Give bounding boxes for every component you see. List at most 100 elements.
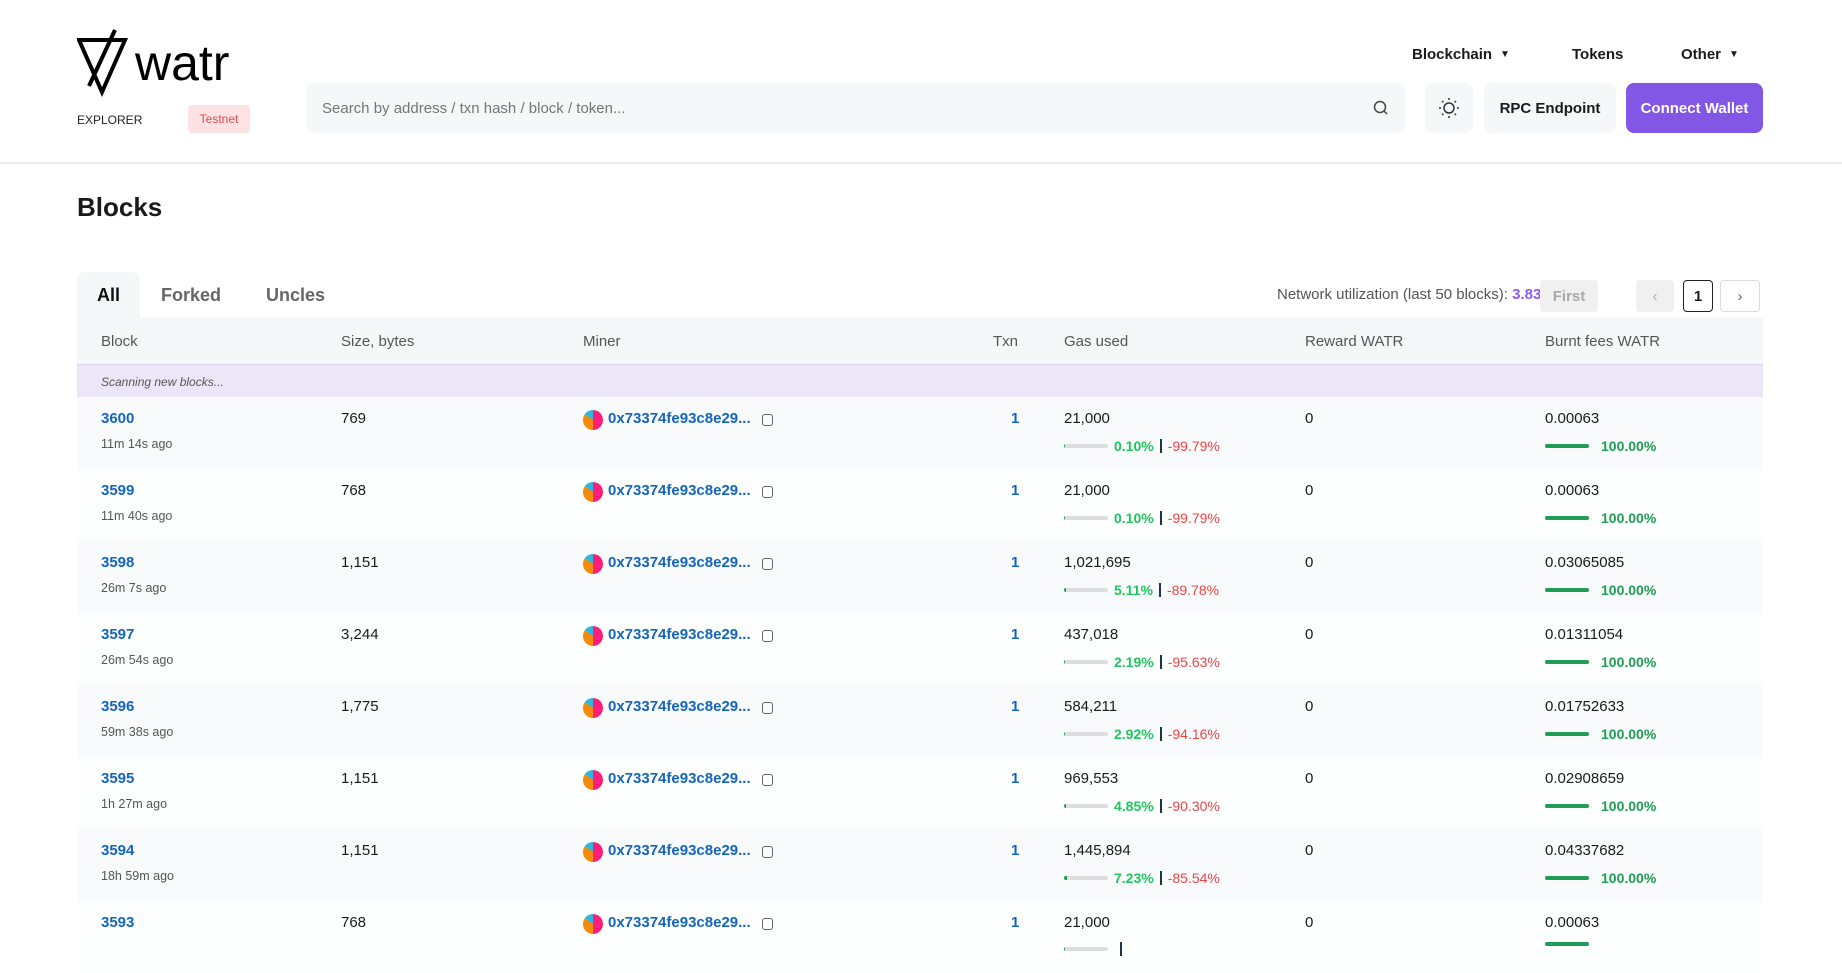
block-number-link[interactable]: 3595 (101, 770, 135, 787)
burnt-fees: 0.01752633 (1545, 698, 1625, 715)
gas-percent: 7.23% (1114, 870, 1154, 886)
gas-usage: 5.11% -89.78% (1064, 582, 1219, 598)
gas-percent: 0.10% (1114, 438, 1154, 454)
miner-address-link[interactable]: 0x73374fe93c8e29... (608, 914, 751, 931)
copy-icon[interactable] (762, 918, 773, 930)
reward: 0 (1305, 698, 1314, 715)
miner-avatar-icon (583, 914, 603, 934)
block-number-link[interactable]: 3596 (101, 698, 135, 715)
gas-used: 1,021,695 (1064, 554, 1131, 571)
first-page-button[interactable]: First (1540, 280, 1598, 312)
table-row: 3595 1h 27m ago 1,151 0x73374fe93c8e29..… (77, 757, 1763, 829)
miner-address-link[interactable]: 0x73374fe93c8e29... (608, 482, 751, 499)
block-number-link[interactable]: 3599 (101, 482, 135, 499)
current-page[interactable]: 1 (1683, 280, 1713, 312)
prev-page-button[interactable]: ‹ (1636, 280, 1674, 312)
copy-icon[interactable] (762, 702, 773, 714)
block-age: 59m 38s ago (101, 725, 174, 739)
gas-target-percent: -99.79% (1167, 510, 1220, 526)
block-size: 768 (341, 914, 367, 931)
burnt-bar (1545, 444, 1589, 448)
miner-address-link[interactable]: 0x73374fe93c8e29... (608, 842, 751, 859)
nav-other[interactable]: Other ▼ (1681, 46, 1739, 63)
separator (1159, 439, 1162, 453)
gas-target-percent: -99.79% (1167, 438, 1220, 454)
nav-label: Tokens (1572, 46, 1624, 63)
miner-address-link[interactable]: 0x73374fe93c8e29... (608, 554, 751, 571)
block-number-link[interactable]: 3600 (101, 410, 135, 427)
separator (1120, 942, 1122, 956)
block-number-link[interactable]: 3597 (101, 626, 135, 643)
gas-usage: 7.23% -85.54% (1064, 870, 1220, 886)
txn-count-link[interactable]: 1 (1011, 554, 1020, 571)
gas-percent: 2.92% (1114, 726, 1154, 742)
miner-address-link[interactable]: 0x73374fe93c8e29... (608, 698, 751, 715)
burnt-fees: 0.00063 (1545, 482, 1600, 499)
reward: 0 (1305, 410, 1314, 427)
gas-usage: 0.10% -99.79% (1064, 438, 1220, 454)
gas-bar (1064, 876, 1108, 880)
connect-wallet-button[interactable]: Connect Wallet (1626, 83, 1763, 133)
burnt-percent: 100.00% (1601, 582, 1657, 598)
gas-usage: 0.10% -99.79% (1064, 510, 1220, 526)
reward: 0 (1305, 914, 1314, 931)
txn-count-link[interactable]: 1 (1011, 698, 1020, 715)
miner-address-link[interactable]: 0x73374fe93c8e29... (608, 770, 751, 787)
next-page-button[interactable]: › (1720, 280, 1760, 312)
network-utilization: Network utilization (last 50 blocks): 3.… (1277, 286, 1555, 303)
miner-address-link[interactable]: 0x73374fe93c8e29... (608, 410, 751, 427)
miner-avatar-icon (583, 698, 603, 718)
burnt-fees: 0.00063 (1545, 914, 1600, 931)
caret-down-icon: ▼ (1500, 49, 1510, 60)
miner-avatar-icon (583, 554, 603, 574)
col-txn: Txn (993, 333, 1019, 350)
search-icon[interactable] (1373, 100, 1389, 116)
miner-address-link[interactable]: 0x73374fe93c8e29... (608, 626, 751, 643)
gas-bar (1064, 516, 1108, 520)
copy-icon[interactable] (762, 414, 773, 426)
caret-down-icon: ▼ (1729, 49, 1739, 60)
burnt-bar (1545, 588, 1589, 592)
burnt-percent: 100.00% (1601, 510, 1657, 526)
copy-icon[interactable] (762, 846, 773, 858)
txn-count-link[interactable]: 1 (1011, 482, 1020, 499)
txn-count-link[interactable]: 1 (1011, 626, 1020, 643)
copy-icon[interactable] (762, 630, 773, 642)
theme-toggle-button[interactable] (1425, 83, 1473, 133)
tab-forked[interactable]: Forked (161, 284, 222, 305)
col-burnt: Burnt fees WATR (1545, 333, 1661, 350)
nav-blockchain[interactable]: Blockchain ▼ (1412, 46, 1510, 63)
nav-tokens[interactable]: Tokens (1572, 46, 1623, 63)
gas-used: 1,445,894 (1064, 842, 1131, 859)
copy-icon[interactable] (762, 558, 773, 570)
gas-used: 584,211 (1064, 698, 1118, 715)
block-size: 3,244 (341, 626, 379, 643)
burnt-fees: 0.04337682 (1545, 842, 1625, 859)
block-number-link[interactable]: 3593 (101, 914, 135, 931)
burnt-usage: 100.00% (1545, 510, 1656, 526)
txn-count-link[interactable]: 1 (1011, 770, 1020, 787)
search-bar[interactable] (306, 83, 1405, 133)
tab-uncles[interactable]: Uncles (266, 284, 326, 305)
search-input[interactable] (322, 99, 1373, 117)
block-number-link[interactable]: 3598 (101, 554, 135, 571)
burnt-bar (1545, 876, 1589, 880)
separator (1159, 727, 1162, 741)
block-number-link[interactable]: 3594 (101, 842, 135, 859)
gas-target-percent: -90.30% (1167, 798, 1220, 814)
txn-count-link[interactable]: 1 (1011, 842, 1020, 859)
txn-count-link[interactable]: 1 (1011, 410, 1020, 427)
table-header: Block Size, bytes Miner Txn Gas used Rew… (77, 318, 1763, 364)
burnt-bar (1545, 942, 1589, 946)
txn-count-link[interactable]: 1 (1011, 914, 1020, 931)
table-row: 3593 768 0x73374fe93c8e29... 1 21,000 0 … (77, 901, 1763, 973)
block-size: 769 (341, 410, 367, 427)
watr-logo[interactable]: watr (77, 28, 252, 98)
copy-icon[interactable] (762, 486, 773, 498)
copy-icon[interactable] (762, 774, 773, 786)
tab-all[interactable]: All (77, 272, 141, 318)
burnt-fees: 0.00063 (1545, 410, 1600, 427)
col-reward: Reward WATR (1305, 333, 1404, 350)
explorer-label: EXPLORER (77, 113, 143, 127)
rpc-endpoint-button[interactable]: RPC Endpoint (1484, 83, 1616, 133)
